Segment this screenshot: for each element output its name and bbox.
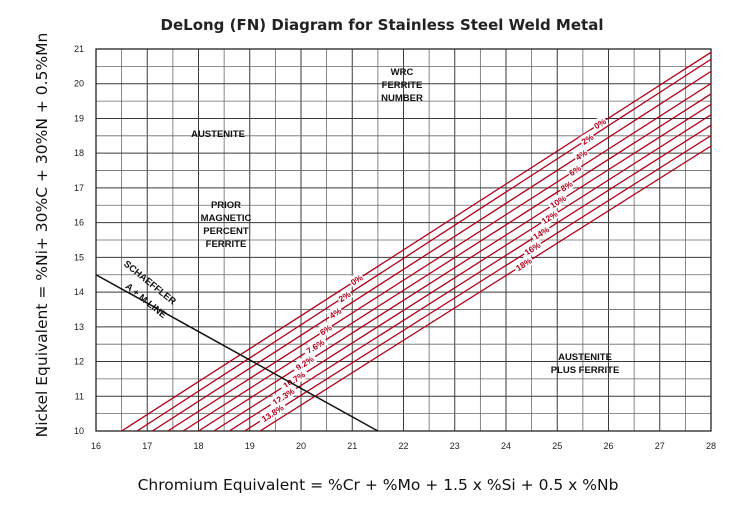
- region-austenite-ferrite-1: AUSTENITE: [558, 352, 612, 363]
- x-tick-label: 16: [91, 441, 101, 451]
- region-prior-magnetic-2: MAGNETIC: [201, 213, 252, 224]
- x-tick-label: 26: [603, 441, 613, 451]
- wrc-label-bg: [520, 238, 544, 259]
- y-tick-label: 16: [74, 218, 84, 228]
- region-prior-magnetic-3: PERCENT: [203, 226, 249, 237]
- x-tick-label: 20: [296, 441, 306, 451]
- tick-labels: 16 17 18 19 20 21 22 23 24 25 26 27 28 10 11 12 13 14 15 16…: [74, 44, 716, 451]
- prior-label-bg: [347, 270, 366, 289]
- wrc-label-bg: [546, 191, 570, 212]
- wrc-label-bg: [578, 130, 597, 148]
- schaeffler-line: [95, 274, 379, 432]
- region-wrc-1: WRC: [391, 67, 414, 78]
- ferrite-line: [259, 145, 711, 431]
- clipped-lines: [121, 51, 711, 431]
- chart-title: DeLong (FN) Diagram for Stainless Steel …: [161, 16, 604, 34]
- ferrite-line: [121, 51, 711, 431]
- region-prior-magnetic-1: PRIOR: [211, 200, 241, 211]
- y-tick-label: 15: [74, 252, 84, 262]
- y-tick-label: 20: [74, 79, 84, 89]
- x-tick-label: 25: [552, 441, 562, 451]
- x-axis-label: Chromium Equivalent = %Cr + %Mo + 1.5 x …: [138, 476, 619, 494]
- region-wrc-3: NUMBER: [381, 93, 423, 104]
- ferrite-line: [167, 82, 711, 431]
- y-axis-label: Nickel Equivalent = %Ni+ 30%C + 30%N + 0…: [33, 33, 51, 438]
- prior-label-bg: [325, 304, 345, 322]
- plot-border: [95, 48, 712, 432]
- y-tick-label: 10: [74, 426, 84, 436]
- ferrite-line: [182, 93, 711, 431]
- region-wrc-2: FERRITE: [382, 80, 423, 91]
- x-tick-label: 28: [706, 441, 716, 451]
- ferrite-line: [228, 124, 711, 431]
- wrc-label-bg: [529, 222, 553, 243]
- x-tick-label: 21: [347, 441, 357, 451]
- ferrite-line: [136, 58, 711, 431]
- x-tick-label: 27: [655, 441, 665, 451]
- ferrite-line: [198, 103, 711, 431]
- x-tick-label: 22: [398, 441, 408, 451]
- prior-label-bg: [256, 400, 288, 426]
- region-prior-magnetic-4: FERRITE: [206, 239, 247, 250]
- y-tick-label: 11: [75, 391, 84, 401]
- y-tick-label: 14: [74, 287, 84, 297]
- y-tick-label: 19: [74, 113, 84, 123]
- x-tick-label: 19: [245, 441, 255, 451]
- y-tick-label: 12: [74, 357, 84, 367]
- x-tick-label: 17: [142, 441, 152, 451]
- prior-label-bg: [316, 321, 335, 339]
- wrc-label-bg: [512, 254, 535, 274]
- prior-label-bg: [301, 334, 329, 358]
- prior-label-bg: [267, 383, 299, 409]
- region-austenite-ferrite-2: PLUS FERRITE: [551, 365, 620, 376]
- ferrite-line: [152, 70, 711, 431]
- prior-label-bg: [335, 287, 354, 305]
- x-tick-label: 24: [501, 441, 511, 451]
- ferrite-line: [244, 134, 711, 431]
- x-tick-label: 23: [450, 441, 460, 451]
- wrc-label-bg: [557, 177, 576, 195]
- y-tick-label: 13: [74, 322, 84, 332]
- y-tick-label: 18: [74, 148, 84, 158]
- wrc-label-bg: [571, 145, 591, 164]
- wrc-label-bg: [538, 207, 561, 227]
- wrc-label-bg: [590, 114, 609, 132]
- region-austenite: AUSTENITE: [191, 129, 245, 140]
- y-tick-label: 17: [74, 183, 84, 193]
- x-tick-label: 18: [193, 441, 203, 451]
- grid: [95, 48, 712, 432]
- y-tick-label: 21: [74, 44, 84, 54]
- prior-label-bg: [291, 351, 318, 375]
- prior-label-bg: [278, 366, 310, 393]
- wrc-label-bg: [565, 161, 584, 179]
